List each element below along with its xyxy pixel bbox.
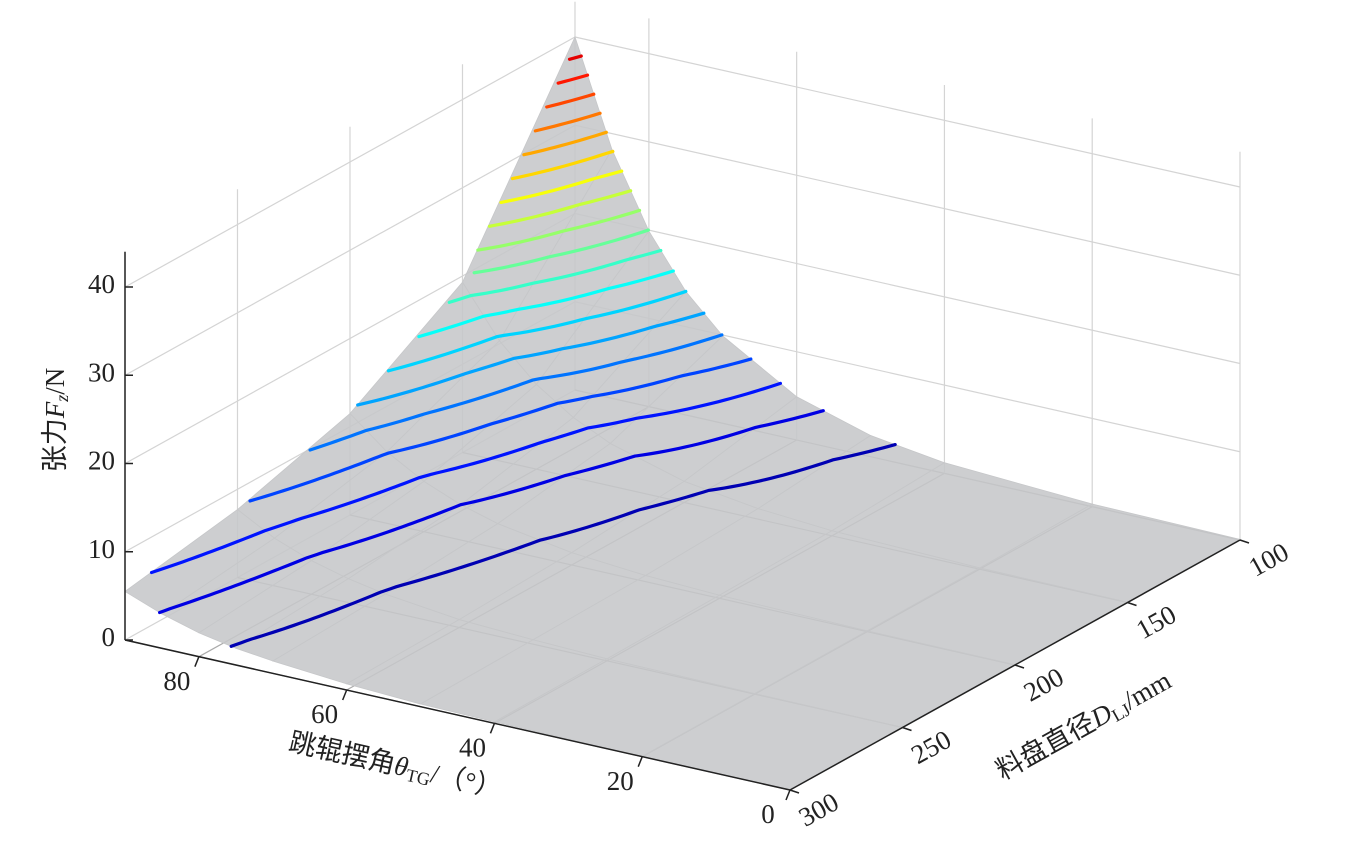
contours — [149, 54, 897, 648]
y-label-main: 料盘直径 — [991, 707, 1100, 786]
z-tick-label: 40 — [88, 269, 115, 299]
contour-line — [533, 111, 602, 133]
contour-line — [510, 149, 615, 181]
contour-line — [476, 208, 642, 252]
contour-line — [522, 130, 608, 157]
contour-line — [158, 409, 825, 615]
z-tick-label: 10 — [88, 534, 115, 564]
y-tick — [789, 789, 800, 794]
contour-line — [229, 442, 897, 648]
contour-line — [472, 228, 651, 275]
x-tick — [785, 789, 791, 801]
y-tick — [902, 726, 912, 732]
z-label-var: F — [40, 401, 70, 419]
x-tick — [637, 756, 643, 767]
contour-line — [487, 189, 633, 228]
contour-line — [556, 73, 590, 85]
x-tick-label: 0 — [761, 799, 775, 829]
surface — [124, 35, 1242, 791]
contour-line — [248, 357, 753, 503]
x-tick-label: 60 — [311, 699, 338, 729]
y-tick-label: 150 — [1131, 599, 1181, 645]
x-tick-label: 40 — [459, 733, 486, 763]
z-tick-label: 0 — [102, 622, 116, 652]
x-label-unit: /（°） — [428, 759, 505, 804]
x-axis — [124, 639, 791, 791]
contour-line — [386, 289, 688, 373]
y-tick — [1239, 539, 1250, 544]
contour-line — [499, 169, 624, 205]
x-tick-label: 20 — [607, 766, 634, 796]
y-tick-label: 250 — [906, 724, 956, 770]
z-tick-label: 30 — [88, 357, 115, 387]
contour-line — [417, 269, 675, 339]
z-tick-label: 20 — [88, 446, 115, 476]
x-tick — [489, 723, 496, 734]
y-tick — [1014, 664, 1025, 669]
z-label-sub: z — [52, 395, 72, 403]
y-tick-label: 200 — [1019, 662, 1069, 708]
z-axis-label: 张力Fz/N — [40, 368, 72, 473]
contour-line — [149, 381, 783, 575]
grid-line — [574, 124, 1241, 276]
x-label-var: θ — [392, 750, 412, 782]
contour-line — [545, 92, 596, 109]
y-tick-label: 300 — [794, 787, 844, 833]
contour-line — [356, 311, 706, 407]
y-tick-label: 100 — [1244, 537, 1294, 583]
grid-line — [574, 212, 1241, 365]
z-label-main: 张力 — [40, 418, 70, 472]
contour-line — [567, 54, 583, 61]
y-tick — [1127, 601, 1137, 607]
x-label-main: 跳辊摆角 — [286, 727, 398, 780]
x-tick — [341, 689, 348, 701]
grid-line — [574, 36, 1241, 188]
z-label-unit: /N — [40, 368, 70, 395]
contour-line — [447, 248, 663, 304]
contour-line — [308, 333, 724, 452]
x-tick-label: 80 — [163, 666, 190, 696]
x-tick — [194, 656, 200, 667]
